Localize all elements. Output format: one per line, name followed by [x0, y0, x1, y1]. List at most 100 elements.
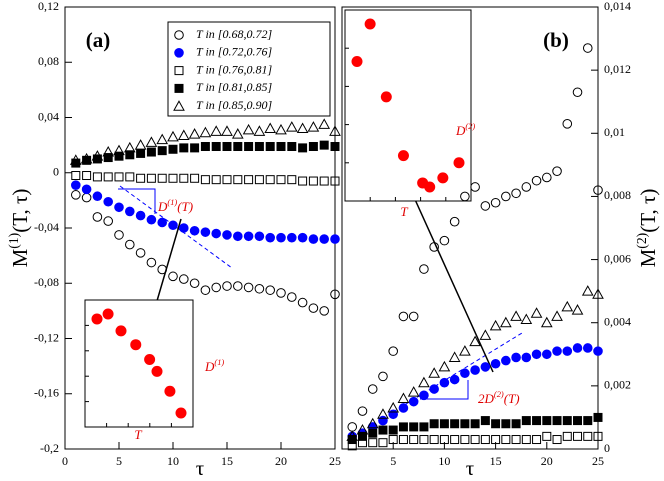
- x-tick-label: 25: [592, 454, 604, 468]
- point: [275, 123, 287, 135]
- point: [480, 435, 490, 445]
- y-tick-label: 0: [604, 441, 610, 455]
- point: [552, 416, 562, 426]
- inset-point: [151, 365, 163, 377]
- point: [480, 362, 491, 372]
- point: [222, 230, 232, 240]
- point: [244, 142, 254, 152]
- point: [168, 173, 178, 183]
- point: [429, 242, 439, 252]
- point: [114, 202, 124, 213]
- point: [298, 176, 308, 186]
- y-tick-label: 0,006: [604, 251, 631, 265]
- label-base: D: [204, 359, 215, 374]
- point: [562, 119, 573, 129]
- point: [233, 231, 243, 242]
- point: [329, 125, 341, 136]
- point: [168, 144, 178, 154]
- point: [265, 285, 276, 295]
- point: [459, 345, 471, 356]
- point: [330, 289, 340, 300]
- point: [388, 409, 399, 420]
- point: [367, 384, 378, 394]
- point: [449, 374, 460, 385]
- point: [200, 227, 211, 237]
- inset-y-label: D(2): [455, 121, 475, 138]
- point: [511, 419, 521, 429]
- point: [449, 216, 460, 227]
- point: [439, 419, 449, 429]
- point: [562, 431, 572, 441]
- point: [429, 419, 439, 429]
- point: [470, 419, 480, 429]
- point: [511, 435, 521, 445]
- y-tick-label: -0,04: [34, 220, 59, 234]
- label-sup: (2): [494, 389, 504, 399]
- point: [243, 282, 254, 293]
- point: [582, 43, 593, 53]
- point: [308, 176, 318, 186]
- point: [92, 212, 103, 222]
- x-tick-label: 20: [541, 454, 553, 468]
- point: [179, 173, 189, 183]
- annotation: 2D(2)(T): [478, 389, 520, 406]
- y-tick-label: -0,2: [40, 441, 59, 455]
- point: [136, 148, 146, 158]
- point: [531, 349, 542, 360]
- point: [501, 191, 511, 202]
- point: [489, 319, 502, 331]
- x-tick-label: 20: [275, 454, 287, 468]
- inset-point: [144, 354, 156, 366]
- point: [276, 288, 286, 298]
- label-sup: (1): [6, 233, 22, 249]
- point: [156, 133, 169, 145]
- point: [135, 210, 146, 221]
- inset-point: [102, 308, 114, 320]
- point: [210, 125, 223, 136]
- point: [211, 282, 221, 293]
- x-tick-label: 25: [329, 454, 341, 468]
- point: [398, 435, 408, 445]
- point: [188, 128, 201, 139]
- panel-label: (a): [86, 28, 111, 52]
- point: [552, 166, 562, 176]
- point: [242, 123, 255, 135]
- point: [572, 87, 583, 98]
- point: [419, 422, 429, 432]
- inset-point: [364, 18, 376, 30]
- point: [419, 390, 429, 401]
- point: [297, 232, 308, 243]
- point: [448, 351, 461, 362]
- point: [146, 147, 156, 157]
- point: [520, 313, 533, 325]
- x-tick-label: 15: [221, 454, 233, 468]
- label-base: M: [636, 248, 660, 267]
- point: [157, 173, 167, 183]
- point: [168, 220, 178, 231]
- point: [125, 172, 135, 182]
- point: [168, 271, 178, 282]
- point: [190, 173, 200, 183]
- point: [265, 175, 275, 185]
- point: [439, 235, 450, 246]
- point: [378, 425, 388, 435]
- point: [450, 419, 460, 429]
- point: [173, 100, 185, 111]
- legend-label: T in [0.72,0.76]: [196, 45, 272, 59]
- point: [501, 419, 511, 429]
- y-axis-label: M(2)(T, τ): [634, 189, 660, 268]
- point: [357, 431, 367, 441]
- y-tick-label: 0,01: [604, 125, 625, 139]
- point: [398, 403, 409, 413]
- point: [490, 358, 501, 369]
- point: [80, 152, 93, 164]
- point: [368, 438, 378, 448]
- point: [254, 175, 264, 185]
- y-tick-label: 0,014: [604, 0, 631, 13]
- y-tick-label: 0,12: [38, 0, 59, 13]
- label-sup: (1): [214, 357, 224, 367]
- point: [71, 190, 81, 200]
- point: [388, 435, 398, 445]
- point: [542, 349, 552, 360]
